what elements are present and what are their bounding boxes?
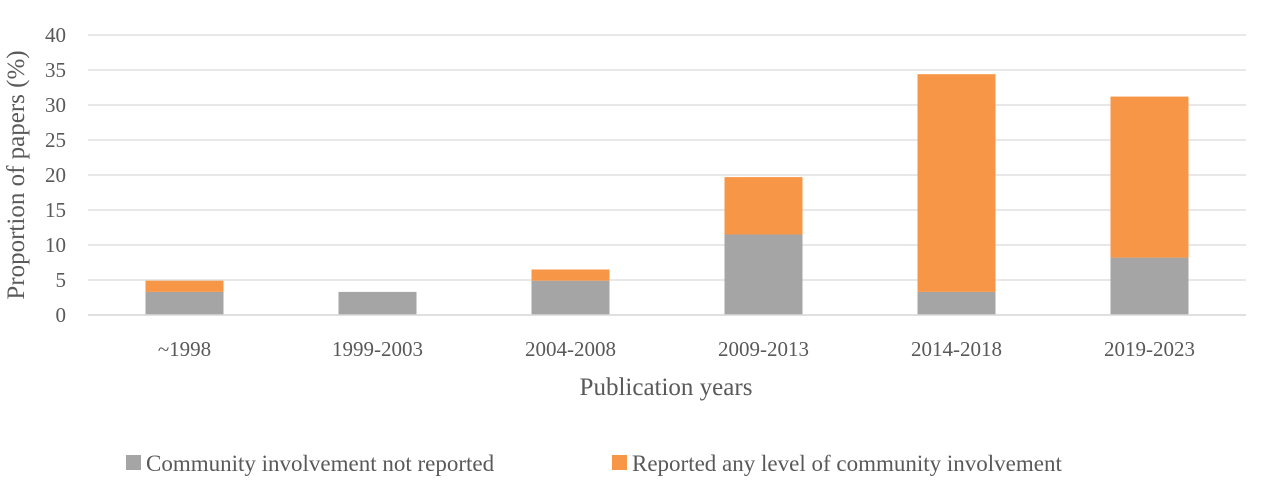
y-tick-label: 10 [45,233,66,257]
x-tick-label: 2014-2018 [911,337,1002,361]
bar-not-reported [531,280,610,315]
gridlines [88,34,1246,316]
bar-reported [145,280,224,292]
y-axis-ticks: 0 5 10 15 20 25 30 35 40 [45,23,66,327]
bar-reported [531,269,610,281]
bar-not-reported [1110,257,1189,315]
bars [88,74,1246,316]
legend-swatch-not-reported [126,455,141,470]
x-tick-label: 2009-2013 [718,337,809,361]
bar-reported [1110,96,1189,258]
y-tick-label: 35 [45,58,66,82]
y-tick-label: 20 [45,163,66,187]
x-axis-ticks: ~1998 1999-2003 2004-2008 2009-2013 2014-201… [158,337,1195,361]
x-tick-label: 2004-2008 [525,337,616,361]
y-tick-label: 30 [45,93,66,117]
bar-reported [724,177,803,235]
bar-reported [917,74,996,292]
y-tick-label: 15 [45,198,66,222]
x-axis-title: Publication years [580,374,753,401]
bar-not-reported [917,291,996,315]
bar-not-reported [338,291,417,315]
y-tick-label: 25 [45,128,66,152]
y-tick-label: 5 [56,268,67,292]
legend-swatch-reported [612,455,627,470]
legend: Community involvement not reported Repor… [126,451,1062,476]
legend-label-not-reported: Community involvement not reported [146,451,495,476]
x-tick-label: ~1998 [158,337,211,361]
y-tick-label: 0 [56,303,67,327]
x-tick-label: 2019-2023 [1104,337,1195,361]
y-tick-label: 40 [45,23,66,47]
bar-not-reported [145,291,224,315]
legend-label-reported: Reported any level of community involvem… [632,451,1062,476]
y-axis-title: Proportion of papers (%) [3,50,30,299]
bar-not-reported [724,234,803,315]
x-tick-label: 1999-2003 [332,337,423,361]
